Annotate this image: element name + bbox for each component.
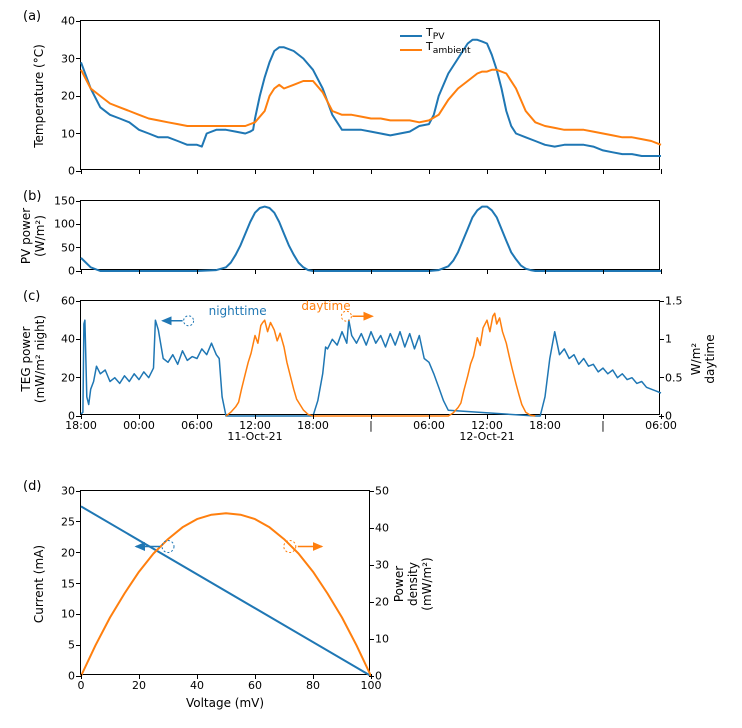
panel-b-letter: (b) — [23, 189, 41, 204]
panel-a-plot — [81, 21, 661, 171]
panel-c-plot: nighttime daytime — [81, 301, 661, 416]
legend-label-tamb: Tambient — [426, 40, 471, 58]
panel-c: (c) TEG power (mW/m² night) W/m² daytime… — [80, 300, 660, 415]
panel-d-ylabel-right: Power density (mW/m²) — [392, 557, 434, 610]
panel-a-legend: TPV Tambient — [400, 29, 471, 57]
panel-c-ylabel-right: W/m² daytime — [689, 334, 717, 383]
series-current — [81, 506, 371, 676]
series-t-ambient — [81, 70, 661, 145]
panel-a: (a) Temperature (°C) TPV Tambient 010203… — [80, 20, 660, 170]
figure: (a) Temperature (°C) TPV Tambient 010203… — [0, 0, 742, 728]
annotation-daytime: daytime — [301, 299, 350, 313]
legend-swatch-tpv — [400, 35, 422, 37]
panel-b: (b) PV power (W/m²) 050100150 — [80, 200, 660, 270]
panel-d: (d) Current (mA) Power density (mW/m²) V… — [80, 490, 370, 675]
panel-d-letter: (d) — [23, 479, 41, 494]
annotation-nighttime: nighttime — [209, 304, 267, 318]
panel-c-letter: (c) — [23, 289, 40, 304]
panel-d-ylabel-left: Current (mA) — [32, 544, 46, 622]
legend-swatch-tamb — [400, 49, 422, 51]
panel-d-xlabel: Voltage (mV) — [186, 696, 264, 710]
legend-entry-tamb: Tambient — [400, 43, 471, 57]
panel-a-letter: (a) — [23, 9, 41, 24]
panel-b-plot — [81, 201, 661, 271]
panel-b-ylabel: PV power (W/m²) — [19, 208, 47, 264]
series-t-pv — [81, 40, 661, 156]
panel-d-plot — [81, 491, 371, 676]
panel-c-ylabel-left: TEG power (mW/m² night) — [19, 314, 47, 402]
panel-a-ylabel: Temperature (°C) — [32, 44, 46, 148]
series-pv-power — [81, 207, 661, 271]
series-teg-day — [226, 313, 535, 416]
series-teg-night — [81, 320, 661, 416]
